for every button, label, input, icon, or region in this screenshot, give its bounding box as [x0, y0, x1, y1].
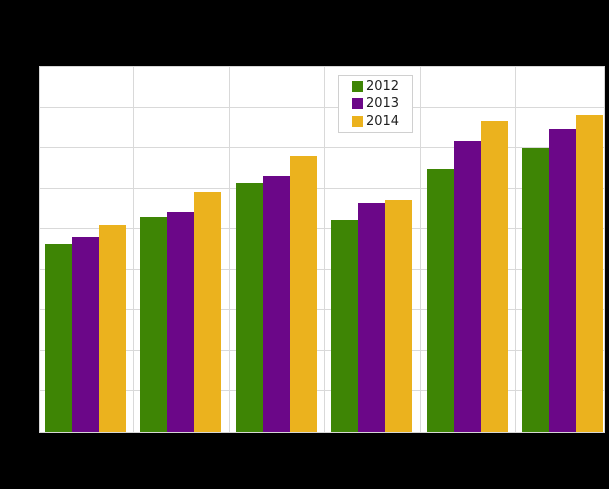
- bar-2012-group-4: [331, 219, 359, 432]
- bar-2014-group-1: [98, 224, 126, 432]
- bar-2014-group-5: [480, 120, 508, 432]
- h-gridline: [40, 390, 604, 392]
- bar-2014-group-3: [289, 156, 317, 432]
- bar-2012-group-1: [44, 244, 72, 432]
- bar-2013-group-3: [262, 175, 290, 432]
- bar-2014-group-6: [576, 115, 604, 432]
- legend-entry-2014: 2014: [351, 113, 400, 129]
- bar-2014-group-2: [194, 191, 222, 432]
- v-gridline: [324, 67, 325, 432]
- v-gridline: [515, 67, 516, 432]
- h-gridline: [40, 187, 604, 189]
- bar-2014-group-4: [385, 200, 413, 432]
- h-gridline: [40, 106, 604, 108]
- legend: 2012 2013 2014: [338, 75, 413, 133]
- legend-label-2013: 2013: [365, 96, 400, 112]
- h-gridline: [40, 268, 604, 270]
- bar-2013-group-2: [167, 211, 195, 432]
- legend-label-2014: 2014: [365, 113, 400, 129]
- legend-label-2012: 2012: [365, 79, 400, 95]
- bar-2012-group-5: [426, 169, 454, 432]
- legend-swatch-2014-icon: [351, 115, 363, 127]
- h-gridline: [40, 147, 604, 149]
- v-gridline: [419, 67, 421, 432]
- v-gridline: [133, 67, 134, 432]
- h-gridline: [40, 228, 604, 230]
- plot-area: 2012 2013 2014: [39, 66, 605, 433]
- h-gridline: [40, 349, 604, 351]
- bar-2013-group-5: [453, 141, 481, 432]
- legend-entry-2012: 2012: [351, 79, 400, 95]
- bar-2012-group-2: [140, 216, 168, 432]
- h-gridline: [40, 309, 604, 311]
- legend-entry-2013: 2013: [351, 96, 400, 112]
- v-gridline: [228, 67, 230, 432]
- bar-2013-group-1: [71, 236, 99, 432]
- legend-swatch-2012-icon: [351, 81, 363, 93]
- bar-2013-group-4: [358, 203, 386, 432]
- legend-swatch-2013-icon: [351, 98, 363, 110]
- bar-2012-group-6: [522, 148, 550, 432]
- bar-2013-group-6: [549, 128, 577, 432]
- bar-2012-group-3: [235, 183, 263, 432]
